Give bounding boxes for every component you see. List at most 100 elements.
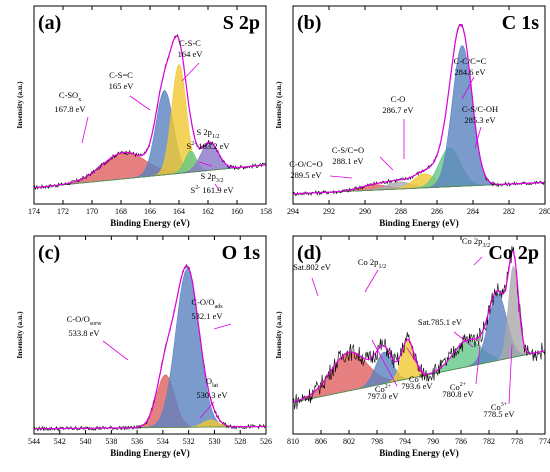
peak-annotation: Co 2p1/2 — [358, 257, 386, 270]
raw-data-line — [292, 245, 546, 410]
panel-label: (c) — [38, 242, 60, 264]
annotation-arrow — [371, 339, 398, 387]
annotation-arrow — [406, 347, 426, 377]
x-tick-label: 538 — [105, 437, 117, 446]
x-tick-label: 778 — [511, 437, 523, 446]
annotation-arrow — [311, 277, 319, 297]
panel-title: S 2p — [223, 12, 260, 34]
peak-annotation: C-S/C-OH 285.3 eV — [462, 104, 498, 125]
annotation-arrow — [81, 116, 89, 144]
x-tick-label: 536 — [131, 437, 143, 446]
peak-annotation: C-S=C 165 eV — [109, 70, 135, 91]
annotation-arrow — [213, 323, 232, 330]
x-axis-label: Binding Energy (eV) — [379, 448, 459, 458]
x-tick-label: 170 — [86, 207, 98, 216]
panel-title: Co 2p — [488, 242, 539, 264]
peak-annotation: C-O/Oads 532.1 eV — [191, 297, 223, 321]
annotation-arrow — [129, 95, 151, 111]
raw-data-line — [292, 23, 546, 197]
annotation-arrow — [214, 183, 220, 191]
plot-frame — [292, 235, 546, 435]
x-tick-label: 284 — [467, 207, 479, 216]
peak-annotation: Sat.785.1 eV — [418, 317, 463, 327]
panel-label: (b) — [297, 12, 321, 34]
peak-annotation: Co3+ 778.5 eV — [483, 402, 515, 419]
x-tick-label: 790 — [427, 437, 439, 446]
x-tick-label: 542 — [54, 437, 66, 446]
x-tick-label: 532 — [183, 437, 195, 446]
x-tick-label: 288 — [395, 207, 407, 216]
annotation-arrow — [102, 340, 129, 361]
y-axis-label: Insensity (a.u.) — [274, 81, 283, 129]
peak-annotation: C-O 286.7 eV — [382, 94, 414, 115]
annotation-arrow — [379, 156, 394, 171]
envelope-line — [34, 265, 266, 430]
component-peak-1 — [34, 374, 266, 430]
annotation-arrow — [453, 331, 474, 348]
x-tick-label: 530 — [208, 437, 220, 446]
peak-annotation: S 2p3/2 S2- 161.9 eV — [190, 171, 234, 195]
annotation-arrow — [364, 269, 379, 293]
annotation-arrow — [474, 126, 482, 149]
envelope-line — [292, 250, 546, 403]
x-tick-label: 294 — [287, 207, 299, 216]
x-tick-label: 158 — [260, 207, 272, 216]
y-axis-label: Insensity (a.u.) — [15, 311, 24, 359]
x-tick-label: 286 — [431, 207, 443, 216]
peak-annotation: C-SOx 167.8 eV — [54, 90, 86, 114]
annotation-arrow — [329, 175, 353, 179]
y-axis-label: Insensity (a.u.) — [274, 311, 283, 359]
x-tick-label: 810 — [287, 437, 299, 446]
peak-annotation: Olat 530.3 eV — [196, 376, 228, 400]
x-axis-label: Binding Energy (eV) — [110, 218, 190, 228]
envelope-line — [33, 35, 267, 189]
x-tick-label: 528 — [234, 437, 246, 446]
x-tick-label: 166 — [144, 207, 156, 216]
component-peak-2 — [34, 268, 266, 430]
x-tick-label: 544 — [28, 437, 40, 446]
peak-annotation: Co 2p3/2 — [462, 236, 490, 249]
x-tick-label: 162 — [202, 207, 214, 216]
x-tick-label: 292 — [323, 207, 335, 216]
x-tick-label: 794 — [399, 437, 411, 446]
panel-label: (d) — [297, 242, 321, 264]
peak-annotation: C-C/C=C 284.6 eV — [454, 56, 487, 77]
peak-annotation: C-S-C 164 eV — [178, 38, 204, 59]
panel-title: O 1s — [222, 242, 261, 264]
x-tick-label: 174 — [28, 207, 40, 216]
x-tick-label: 802 — [343, 437, 355, 446]
annotation-arrow — [199, 401, 215, 419]
annotation-arrow — [508, 344, 513, 405]
annotation-arrow — [475, 344, 481, 385]
x-tick-label: 786 — [455, 437, 467, 446]
x-tick-label: 806 — [315, 437, 327, 446]
background-line — [292, 350, 546, 403]
x-tick-label: 172 — [57, 207, 69, 216]
x-tick-label: 540 — [80, 437, 92, 446]
annotation-arrow — [198, 161, 213, 167]
x-tick-label: 798 — [371, 437, 383, 446]
panel-b: 294 292 290 288 286 284 282 280 Binding Energy (… — [274, 5, 550, 228]
x-tick-label: 164 — [173, 207, 185, 216]
x-tick-label: 526 — [260, 437, 272, 446]
raw-data-line — [33, 264, 267, 432]
x-axis-label: Binding Energy (eV) — [110, 448, 190, 458]
peak-annotation: Co2+ 780.8 eV — [442, 382, 474, 399]
peak-annotation: C-S/C=O 288.1 eV — [332, 145, 365, 166]
x-tick-label: 534 — [157, 437, 169, 446]
panel-title: C 1s — [502, 12, 539, 34]
x-tick-label: 168 — [115, 207, 127, 216]
background-line — [33, 164, 267, 189]
peak-annotation: Co3+ 793.6 eV — [401, 374, 433, 391]
x-axis-label: Binding Energy (eV) — [379, 218, 459, 228]
peak-annotation: Co2+ 797.0 eV — [367, 384, 399, 401]
x-tick-label: 160 — [231, 207, 243, 216]
panel-c: 544 542 540 538 536 534 532 530 528 526 Binding En… — [15, 235, 272, 458]
y-axis-label: Insensity (a.u.) — [15, 81, 24, 129]
peak-annotation: S 2p1/2 S2- 163.2 eV — [186, 127, 230, 151]
peak-annotation: C-O/C=O 289.5 eV — [289, 159, 323, 180]
annotation-arrow — [461, 76, 475, 100]
x-tick-label: 282 — [503, 207, 515, 216]
x-tick-label: 782 — [483, 437, 495, 446]
